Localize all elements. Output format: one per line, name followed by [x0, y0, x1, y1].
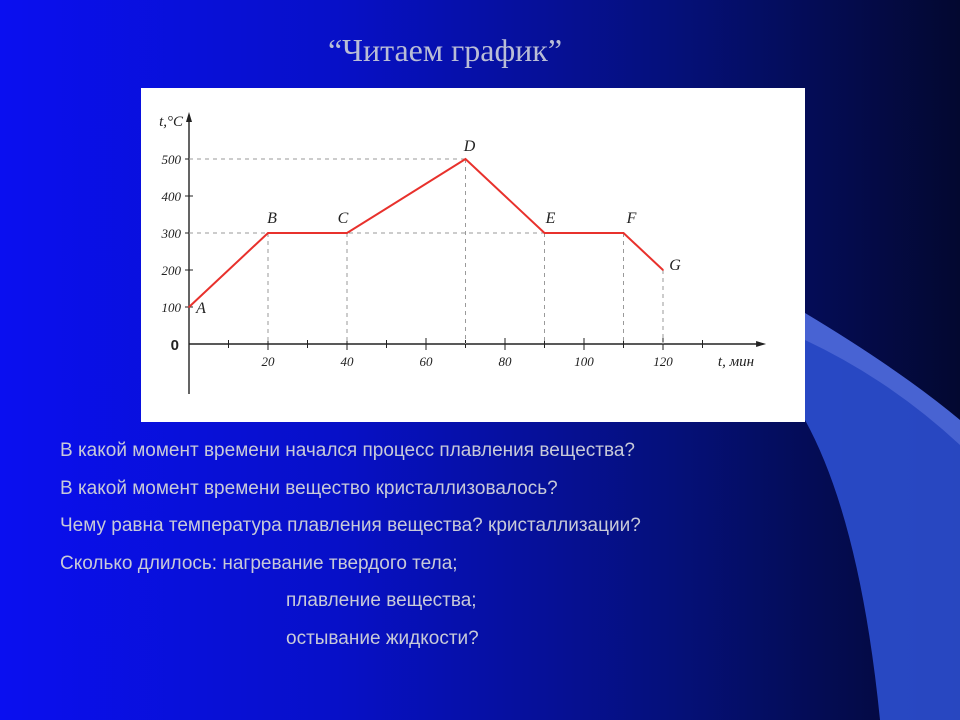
y-axis-arrow — [186, 112, 192, 122]
chart-panel: 20 40 60 80 100 120 100 200 300 400 500 0 t,°C t, мин… — [141, 88, 805, 422]
x-tick-label: 80 — [499, 354, 513, 369]
temperature-time-chart: 20 40 60 80 100 120 100 200 300 400 500 0 t,°C t, мин… — [159, 112, 767, 394]
question-6: остывание жидкости? — [286, 627, 479, 649]
slide-title: “Читаем график” — [327, 32, 563, 68]
x-axis-arrow — [756, 341, 767, 347]
question-1: В какой момент времени начался процесс п… — [60, 440, 635, 461]
data-point-a — [188, 306, 190, 308]
question-4: Сколько длилось: нагревание твердого тел… — [60, 552, 458, 574]
x-tick-label: 20 — [262, 354, 276, 369]
x-tick-label: 60 — [420, 354, 434, 369]
x-tick-label: 120 — [653, 354, 673, 369]
data-point-g — [662, 269, 664, 271]
point-label-b: B — [267, 210, 277, 227]
y-tick-label: 200 — [162, 263, 182, 278]
data-point-f — [622, 232, 625, 234]
point-label-a: A — [195, 300, 206, 317]
data-point-c — [346, 232, 348, 234]
question-5: плавление вещества; — [286, 590, 477, 611]
data-point-d — [464, 158, 467, 160]
point-label-f: F — [626, 210, 637, 227]
y-tick-label: 100 — [162, 300, 182, 315]
question-2: В какой момент времени вещество кристалл… — [60, 477, 558, 499]
question-3: Чему равна температура плавления веществ… — [60, 515, 641, 536]
origin-label: 0 — [171, 337, 179, 354]
point-label-e: E — [545, 210, 556, 227]
y-tick-label: 400 — [162, 189, 182, 204]
point-label-d: D — [463, 138, 476, 155]
y-axis-label: t,°C — [159, 114, 184, 130]
y-tick-label: 300 — [161, 226, 182, 241]
point-label-g: G — [669, 257, 681, 274]
data-point-b — [267, 232, 269, 234]
data-point-e — [543, 232, 546, 234]
y-tick-label: 500 — [162, 152, 182, 167]
x-tick-label: 40 — [341, 354, 355, 369]
questions-list: В какой момент времени начался процесс п… — [60, 436, 920, 661]
x-axis-label: t, мин — [718, 354, 754, 370]
x-tick-label: 100 — [574, 354, 594, 369]
series-line — [188, 157, 664, 308]
point-label-c: C — [338, 210, 349, 227]
